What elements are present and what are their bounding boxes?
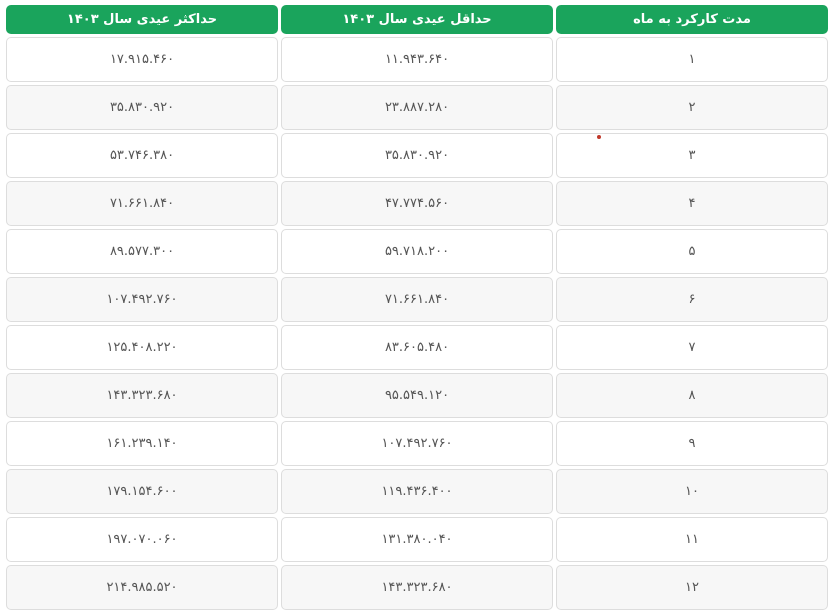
cell-max-eidi: ۱۰۷.۴۹۲.۷۶۰ — [6, 277, 278, 322]
cell-min-eidi: ۵۹.۷۱۸.۲۰۰ — [281, 229, 553, 274]
cell-min-eidi: ۲۳.۸۸۷.۲۸۰ — [281, 85, 553, 130]
cell-max-eidi: ۳۵.۸۳۰.۹۲۰ — [6, 85, 278, 130]
cell-months: ۱۱ — [556, 517, 828, 562]
cell-min-eidi: ۷۱.۶۶۱.۸۴۰ — [281, 277, 553, 322]
cell-min-eidi: ۳۵.۸۳۰.۹۲۰ — [281, 133, 553, 178]
cell-months: ۷ — [556, 325, 828, 370]
table-row: ۱ ۱۱.۹۴۳.۶۴۰ ۱۷.۹۱۵.۴۶۰ — [6, 37, 828, 82]
cell-max-eidi: ۱۷۹.۱۵۴.۶۰۰ — [6, 469, 278, 514]
table-row: ۸ ۹۵.۵۴۹.۱۲۰ ۱۴۳.۳۲۳.۶۸۰ — [6, 373, 828, 418]
cell-max-eidi: ۱۹۷.۰۷۰.۰۶۰ — [6, 517, 278, 562]
cell-months: ۹ — [556, 421, 828, 466]
cell-min-eidi: ۱۱۹.۴۳۶.۴۰۰ — [281, 469, 553, 514]
table-row: ۱۲ ۱۴۳.۳۲۳.۶۸۰ ۲۱۴.۹۸۵.۵۲۰ — [6, 565, 828, 610]
header-max-eidi: حداکثر عیدی سال ۱۴۰۳ — [6, 5, 278, 34]
table-row: ۷ ۸۳.۶۰۵.۴۸۰ ۱۲۵.۴۰۸.۲۲۰ — [6, 325, 828, 370]
cell-months: ۴ — [556, 181, 828, 226]
cell-max-eidi: ۱۲۵.۴۰۸.۲۲۰ — [6, 325, 278, 370]
cell-max-eidi: ۱۶۱.۲۳۹.۱۴۰ — [6, 421, 278, 466]
cell-months: ۸ — [556, 373, 828, 418]
cell-months: ۵ — [556, 229, 828, 274]
cell-months: ۱۰ — [556, 469, 828, 514]
cell-max-eidi: ۷۱.۶۶۱.۸۴۰ — [6, 181, 278, 226]
table-row: ۲ ۲۳.۸۸۷.۲۸۰ ۳۵.۸۳۰.۹۲۰ — [6, 85, 828, 130]
cell-min-eidi: ۱۱.۹۴۳.۶۴۰ — [281, 37, 553, 82]
cell-min-eidi: ۴۷.۷۷۴.۵۶۰ — [281, 181, 553, 226]
cell-min-eidi: ۸۳.۶۰۵.۴۸۰ — [281, 325, 553, 370]
cell-max-eidi: ۵۳.۷۴۶.۳۸۰ — [6, 133, 278, 178]
table-row: ۱۰ ۱۱۹.۴۳۶.۴۰۰ ۱۷۹.۱۵۴.۶۰۰ — [6, 469, 828, 514]
cell-min-eidi: ۱۳۱.۳۸۰.۰۴۰ — [281, 517, 553, 562]
eidi-table-container: مدت کارکرد به ماه حداقل عیدی سال ۱۴۰۳ حد… — [6, 5, 828, 610]
cell-max-eidi: ۲۱۴.۹۸۵.۵۲۰ — [6, 565, 278, 610]
cell-months: ۲ — [556, 85, 828, 130]
table-row: ۳ ۳۵.۸۳۰.۹۲۰ ۵۳.۷۴۶.۳۸۰ — [6, 133, 828, 178]
table-row: ۶ ۷۱.۶۶۱.۸۴۰ ۱۰۷.۴۹۲.۷۶۰ — [6, 277, 828, 322]
cell-min-eidi: ۹۵.۵۴۹.۱۲۰ — [281, 373, 553, 418]
cell-min-eidi: ۱۰۷.۴۹۲.۷۶۰ — [281, 421, 553, 466]
table-row: ۹ ۱۰۷.۴۹۲.۷۶۰ ۱۶۱.۲۳۹.۱۴۰ — [6, 421, 828, 466]
cell-months: ۱ — [556, 37, 828, 82]
cell-months: ۳ — [556, 133, 828, 178]
cell-max-eidi: ۱۷.۹۱۵.۴۶۰ — [6, 37, 278, 82]
cell-max-eidi: ۱۴۳.۳۲۳.۶۸۰ — [6, 373, 278, 418]
cell-months: ۶ — [556, 277, 828, 322]
table-row: ۵ ۵۹.۷۱۸.۲۰۰ ۸۹.۵۷۷.۳۰۰ — [6, 229, 828, 274]
table-row: ۴ ۴۷.۷۷۴.۵۶۰ ۷۱.۶۶۱.۸۴۰ — [6, 181, 828, 226]
eidi-table: مدت کارکرد به ماه حداقل عیدی سال ۱۴۰۳ حد… — [3, 2, 831, 613]
header-months-worked: مدت کارکرد به ماه — [556, 5, 828, 34]
cell-months: ۱۲ — [556, 565, 828, 610]
cell-min-eidi: ۱۴۳.۳۲۳.۶۸۰ — [281, 565, 553, 610]
cell-max-eidi: ۸۹.۵۷۷.۳۰۰ — [6, 229, 278, 274]
table-header-row: مدت کارکرد به ماه حداقل عیدی سال ۱۴۰۳ حد… — [6, 5, 828, 34]
table-row: ۱۱ ۱۳۱.۳۸۰.۰۴۰ ۱۹۷.۰۷۰.۰۶۰ — [6, 517, 828, 562]
red-dot-marker — [597, 135, 601, 139]
header-min-eidi: حداقل عیدی سال ۱۴۰۳ — [281, 5, 553, 34]
